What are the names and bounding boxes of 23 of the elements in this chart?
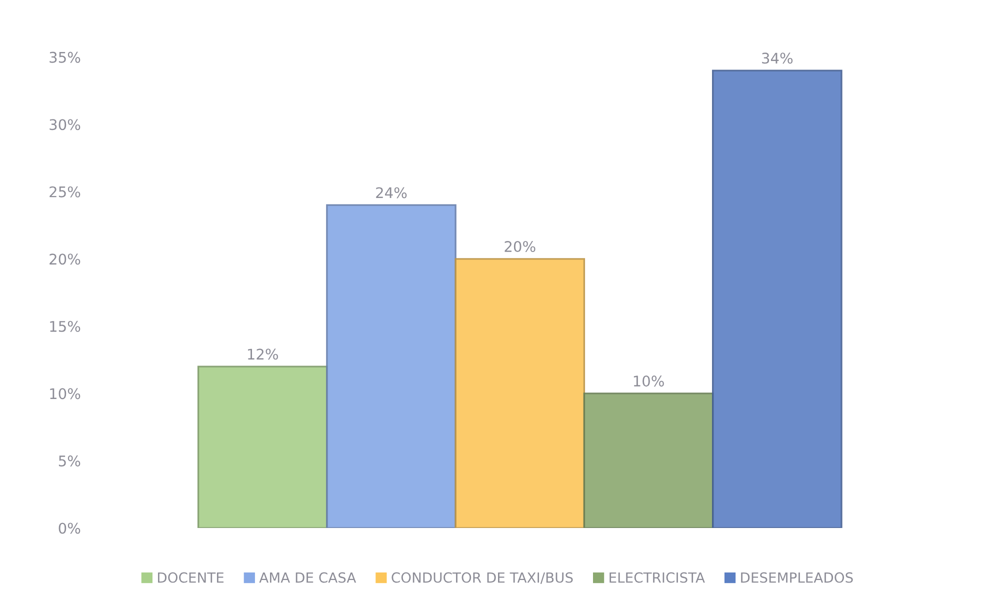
- bar: [197, 366, 328, 528]
- bar: [583, 392, 714, 528]
- y-tick-label: 25%: [50, 186, 80, 198]
- bar: [326, 204, 456, 528]
- data-label: 34%: [762, 52, 793, 64]
- legend-label: DESEMPLEADOS: [741, 572, 853, 583]
- legend-label: DOCENTE: [158, 572, 224, 583]
- bar: [712, 70, 842, 528]
- data-label: 10%: [634, 376, 664, 387]
- y-tick-label: 10%: [50, 388, 80, 400]
- y-tick-label: 5%: [58, 455, 80, 466]
- y-tick-label: 15%: [50, 320, 80, 332]
- legend-label: AMA DE CASA: [259, 572, 356, 583]
- data-label: 24%: [376, 187, 407, 198]
- data-label: 12%: [248, 348, 278, 360]
- data-label: 20%: [504, 241, 536, 252]
- legend-label: ELECTRICISTA: [610, 572, 705, 583]
- y-tick-label: 0%: [58, 522, 80, 534]
- legend-label: CONDUCTOR DE TAXI/BUS: [392, 572, 573, 584]
- bar: [454, 258, 586, 528]
- y-tick-label: 20%: [50, 254, 80, 265]
- y-tick-label: 35%: [50, 52, 80, 63]
- y-tick-label: 30%: [50, 119, 80, 130]
